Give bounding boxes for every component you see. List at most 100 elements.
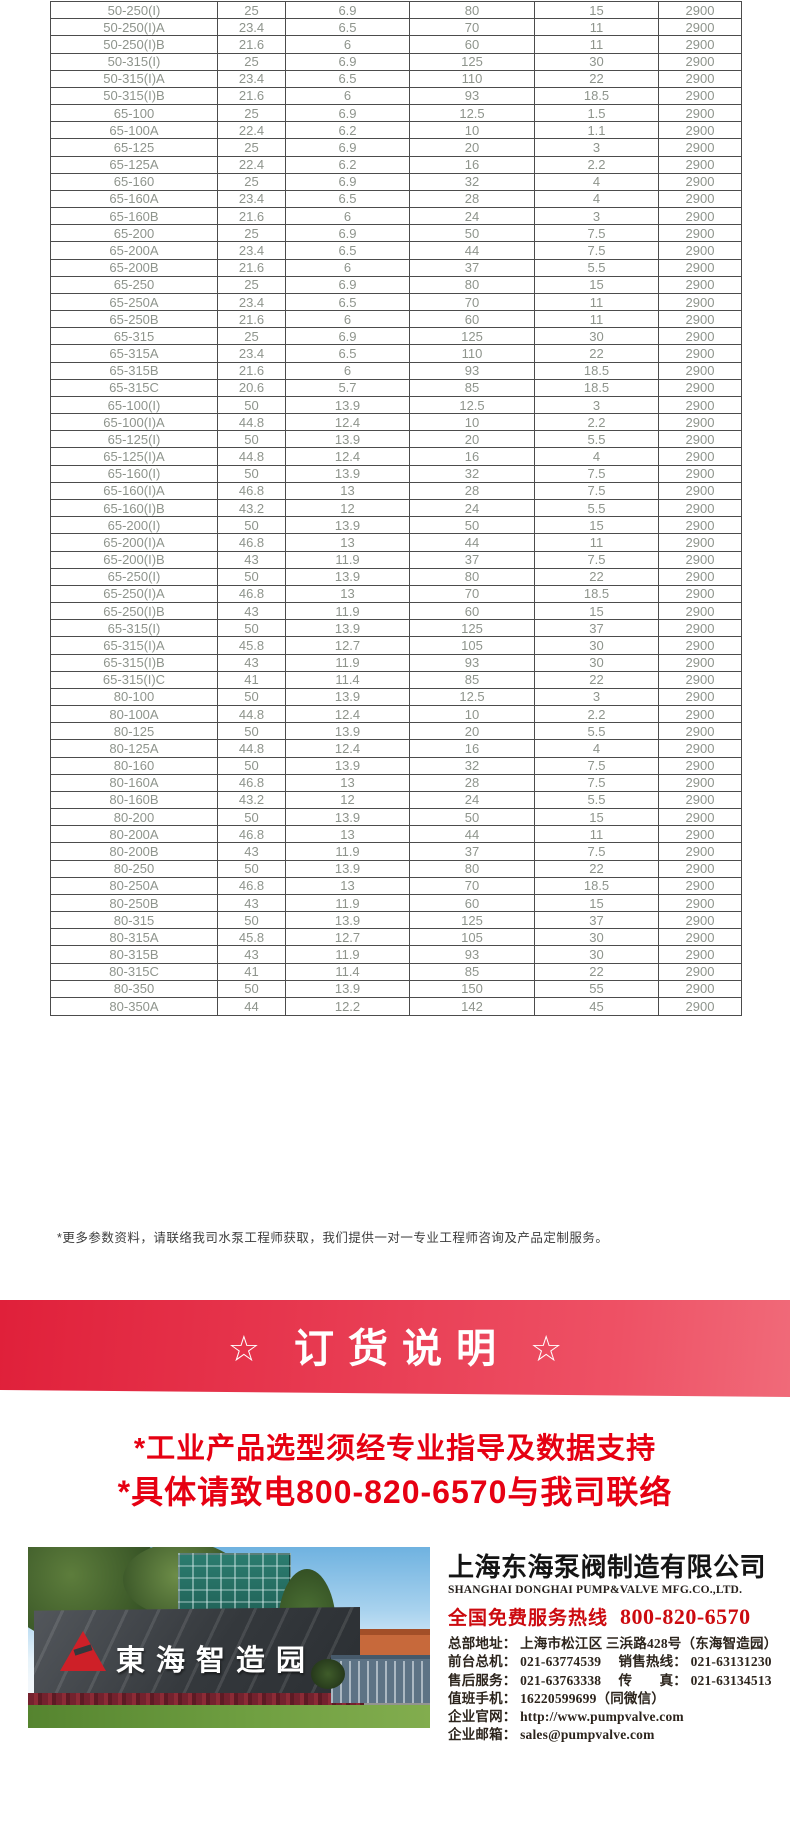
table-cell: 2900: [658, 722, 742, 741]
table-cell: 50: [217, 756, 286, 775]
table-row: 65-160A 23.4 6.5 28 4 2900: [50, 189, 742, 209]
table-cell: 7.5: [534, 550, 659, 569]
table-cell: 2900: [658, 327, 742, 346]
table-cell: 25: [217, 0, 286, 20]
table-row: 65-125A 22.4 6.2 16 2.2 2900: [50, 155, 742, 174]
table-cell: 6.9: [285, 104, 410, 123]
table-cell: 65-200(I)A: [50, 533, 218, 552]
table-cell: 11: [534, 533, 659, 552]
table-cell: 18.5: [534, 876, 659, 895]
table-cell: 80: [409, 567, 535, 586]
contact-list: 总部地址： 上海市松江区 三浜路428号（东海智造园） 前台总机： 021-637…: [448, 1635, 783, 1745]
table-cell: 50-315(I): [50, 52, 218, 71]
table-cell: 23.4: [217, 18, 286, 37]
table-cell: 80-250A: [50, 876, 218, 895]
table-cell: 25: [217, 104, 286, 123]
table-cell: 60: [409, 602, 535, 621]
table-cell: 6.9: [285, 224, 410, 243]
table-cell: 21.6: [217, 258, 286, 277]
table-row: 65-100 25 6.9 12.5 1.5 2900: [50, 104, 742, 123]
table-cell: 80-250B: [50, 893, 218, 913]
table-cell: 44: [409, 825, 535, 844]
table-cell: 44.8: [217, 739, 286, 758]
table-row: 65-250(I) 50 13.9 80 22 2900: [50, 567, 742, 586]
table-cell: 11.9: [285, 602, 410, 621]
table-cell: 32: [409, 172, 535, 191]
table-cell: 21.6: [217, 35, 286, 54]
table-cell: 13.9: [285, 464, 410, 483]
table-cell: 37: [534, 619, 659, 638]
table-cell: 11.4: [285, 670, 410, 689]
company-info: 上海东海泵阀制造有限公司 SHANGHAI DONGHAI PUMP&VALVE…: [448, 1553, 783, 1745]
contact-line[interactable]: 企业官网： http://www.pumpvalve.com: [448, 1709, 684, 1725]
table-row: 65-125(I) 50 13.9 20 5.5 2900: [50, 430, 742, 449]
table-cell: 12.4: [285, 413, 410, 432]
table-cell: 7.5: [534, 224, 659, 243]
table-cell: 15: [534, 602, 659, 621]
table-cell: 70: [409, 18, 535, 37]
table-cell: 50: [217, 808, 286, 827]
table-cell: 13: [285, 533, 410, 552]
table-cell: 80-125A: [50, 739, 218, 758]
table-cell: 6.5: [285, 18, 410, 37]
table-cell: 2900: [658, 893, 742, 913]
table-cell: 2900: [658, 636, 742, 655]
company-name-en: SHANGHAI DONGHAI PUMP&VALVE MFG.CO.,LTD.: [448, 1584, 743, 1596]
table-row: 65-250A 23.4 6.5 70 11 2900: [50, 292, 742, 312]
table-cell: 2900: [658, 207, 742, 226]
table-cell: 2.2: [534, 413, 659, 432]
table-cell: 65-315(I)B: [50, 653, 218, 672]
table-cell: 22: [534, 69, 659, 88]
table-cell: 12.5: [409, 395, 535, 415]
table-cell: 2900: [658, 292, 742, 312]
contact-line[interactable]: 企业邮箱： sales@pumpvalve.com: [448, 1727, 655, 1743]
table-row: 80-160B 43.2 12 24 5.5 2900: [50, 790, 742, 810]
table-cell: 43: [217, 842, 286, 861]
table-cell: 13: [285, 481, 410, 500]
table-cell: 105: [409, 636, 535, 655]
table-cell: 22: [534, 670, 659, 689]
table-cell: 7.5: [534, 773, 659, 792]
table-cell: 6.5: [285, 69, 410, 88]
table-cell: 50-250(I)A: [50, 18, 218, 37]
table-row: 50-250(I) 25 6.9 80 15 2900: [50, 0, 742, 20]
table-cell: 50: [409, 516, 535, 535]
table-cell: 12: [285, 790, 410, 810]
table-cell: 45.8: [217, 928, 286, 947]
service-hotline: 全国免费服务热线 800-820-6570: [448, 1603, 783, 1630]
table-cell: 20: [409, 138, 535, 157]
table-cell: 3: [534, 138, 659, 157]
table-cell: 80-100A: [50, 705, 218, 724]
table-cell: 2900: [658, 962, 742, 981]
table-cell: 25: [217, 138, 286, 157]
table-cell: 13.9: [285, 619, 410, 638]
table-cell: 50: [217, 687, 286, 707]
table-cell: 30: [534, 928, 659, 947]
table-row: 80-315A 45.8 12.7 105 30 2900: [50, 928, 742, 947]
table-cell: 22: [534, 962, 659, 981]
table-cell: 15: [534, 275, 659, 294]
factory-gate: [331, 1655, 430, 1703]
table-row: 50-250(I)A 23.4 6.5 70 11 2900: [50, 18, 742, 37]
table-cell: 55: [534, 979, 659, 998]
table-cell: 60: [409, 310, 535, 329]
table-cell: 65-250B: [50, 310, 218, 329]
table-cell: 50: [217, 619, 286, 638]
table-row: 65-250 25 6.9 80 15 2900: [50, 275, 742, 294]
table-row: 65-315C 20.6 5.7 85 18.5 2900: [50, 378, 742, 397]
table-cell: 11: [534, 292, 659, 312]
table-cell: 10: [409, 413, 535, 432]
table-row: 80-250A 46.8 13 70 18.5 2900: [50, 876, 742, 895]
table-cell: 20: [409, 722, 535, 741]
table-cell: 50-250(I): [50, 0, 218, 20]
table-cell: 2900: [658, 739, 742, 758]
table-cell: 80: [409, 275, 535, 294]
table-cell: 65-315C: [50, 378, 218, 397]
table-cell: 80: [409, 0, 535, 20]
table-cell: 50-250(I)B: [50, 35, 218, 54]
table-cell: 80-200B: [50, 842, 218, 861]
table-cell: 70: [409, 584, 535, 604]
table-cell: 2900: [658, 310, 742, 329]
table-cell: 2.2: [534, 705, 659, 724]
table-cell: 15: [534, 0, 659, 20]
